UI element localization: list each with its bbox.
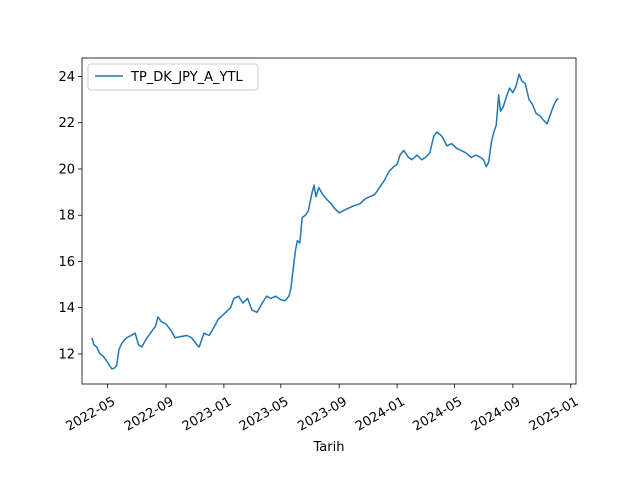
y-tick-label: 18: [58, 209, 75, 224]
x-axis-label: Tarih: [313, 440, 345, 455]
axes-frame: [81, 57, 577, 385]
plot-area: [81, 57, 577, 385]
y-tick-label: 12: [58, 347, 75, 362]
y-tick-label: 24: [58, 70, 75, 85]
y-tick-label: 20: [58, 162, 75, 177]
y-tick-label: 16: [58, 255, 75, 270]
legend-entry-label: TP_DK_JPY_A_YTL: [130, 70, 243, 85]
y-axis-ticks: 12 14 16 18 20 22 24: [58, 70, 82, 362]
y-tick-label: 14: [58, 301, 75, 316]
legend: TP_DK_JPY_A_YTL: [87, 63, 259, 91]
plot-background: [82, 58, 576, 384]
legend-box: [87, 63, 259, 91]
y-tick-label: 22: [58, 116, 75, 131]
series-line-0: [91, 73, 559, 370]
